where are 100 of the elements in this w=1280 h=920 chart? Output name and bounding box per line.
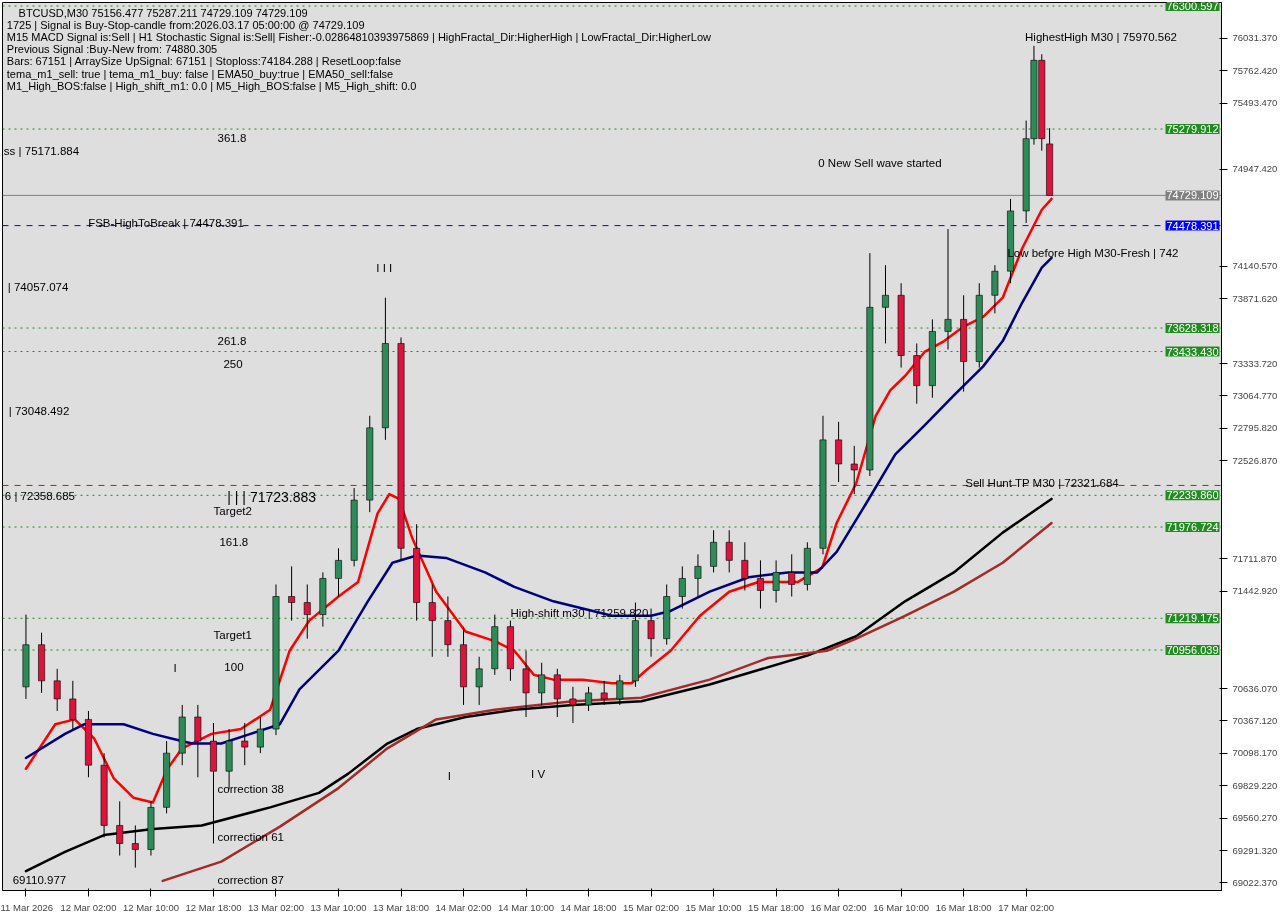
annotation: I [447,769,451,782]
candlestick [757,559,764,610]
candlestick [600,680,608,706]
annotation: | | | 71723.883 [227,488,317,505]
x-tick-label: 13 Mar 10:00 [310,901,367,913]
y-tick-label: 73871.620 [1232,292,1278,304]
annotation: Sell Hunt TP M30 | 72321.684 [965,476,1120,489]
annotation: Bars: 67151 | ArraySize UpSignal: 67151 | Stoploss:74184.288 | ResetLoop:false [6,55,402,68]
y-tick-label: 75762.420 [1232,64,1278,76]
y-tick-label: 69291.320 [1232,844,1278,856]
ref-line-label: 72239.860 [1166,489,1219,502]
x-tick-label: 16 Mar 02:00 [810,901,867,913]
annotation: I [173,661,177,674]
x-tick-label: 11 Mar 2026 [0,901,54,913]
annotation: 100 [224,660,244,673]
y-tick-label: 71711.870 [1232,552,1277,564]
candlestick [616,674,624,706]
candlestick [69,680,77,730]
candlestick [944,228,952,351]
candlestick [256,716,264,754]
x-tick-label: 16 Mar 18:00 [935,901,992,913]
annotation: 69110.977 [12,873,67,886]
candlestick [585,686,592,712]
x-tick-label: 12 Mar 02:00 [60,901,117,913]
candlestick [335,547,342,598]
candlestick [116,800,124,857]
candlestick [788,553,796,598]
annotation: | 73048.492 [8,404,70,417]
y-tick-label: 75493.470 [1232,97,1278,109]
annotation: I V [531,767,546,780]
candlestick [772,559,780,604]
y-tick-label: 73333.720 [1232,357,1278,369]
x-tick-label: 12 Mar 18:00 [185,901,242,913]
candlestick [725,529,733,573]
candlestick [538,662,546,706]
annotation: Previous Signal :Buy-New from: 74880.305 [6,43,218,56]
candlestick [647,608,655,658]
candlestick [694,553,702,598]
annotation: correction 87 [217,873,284,886]
ref-line-label: 74729.109 [1166,189,1219,202]
candlestick [741,541,749,591]
candlestick [288,565,296,622]
chart-title: BTCUSD,M30 75156.477 75287.211 74729.109 74729.109 [18,6,308,19]
annotation: 161.8 [219,535,249,548]
ref-line-label: 73628.318 [1166,322,1219,335]
y-tick-label: 72526.870 [1232,454,1278,466]
candlestick [569,686,577,724]
y-tick-label: 74140.570 [1232,260,1278,272]
annotation: HighestHigh M30 | 75970.562 [1025,30,1177,43]
line-series [161,521,1053,883]
y-tick-label: 72795.820 [1232,422,1278,434]
candlestick [131,824,139,869]
x-tick-label: 15 Mar 02:00 [623,901,680,913]
y-tick-label: 76031.370 [1232,32,1278,44]
annotation: correction 38 [217,782,284,795]
ref-line-label: 70956.039 [1166,644,1219,656]
candlestick [428,583,436,658]
annotation: FSB-HighToBreak | 74478.391 [88,216,244,229]
annotation: 250 [223,357,243,370]
y-tick-label: 73064.770 [1232,389,1278,401]
x-tick-label: 12 Mar 10:00 [122,901,179,913]
y-tick-label: 70098.170 [1232,747,1278,759]
annotation: 261.8 [217,334,247,347]
annotation: Target1 [213,628,252,641]
x-tick-label: 14 Mar 18:00 [560,901,617,913]
y-tick-label: 71442.920 [1232,585,1278,597]
ref-line-label: 74478.391 [1166,219,1219,232]
candlestick [303,583,311,640]
y-tick-label: 70636.070 [1232,682,1278,694]
x-tick-label: 14 Mar 10:00 [498,901,555,913]
annotation: 0 New Sell wave started [818,156,942,169]
annotation: 6 | 72358.685 [4,489,75,502]
candlestick [850,445,858,495]
annotation: Target2 [213,504,252,517]
y-tick-label: 69022.370 [1232,876,1278,888]
x-tick-label: 17 Mar 02:00 [998,901,1055,913]
candlestick [678,565,686,610]
annotation: M15 MACD Signal is:Sell | H1 Stochastic Signal is:Sell| Fisher:-0.02864810393975869 | HighFractal_Dir:HigherHigh | LowFractal_Dir:HigherLow [6,30,711,43]
ref-line-label: 71976.724 [1166,521,1219,534]
x-tick-label: 15 Mar 18:00 [748,901,805,913]
ref-line-label: 75279.912 [1166,123,1219,136]
x-tick-label: 13 Mar 02:00 [248,901,304,913]
annotation: | 74057.074 [7,280,69,293]
x-tick-label: 13 Mar 18:00 [373,901,430,913]
candlestick [882,264,889,344]
annotation: M1_High_BOS:false | High_shift_m1: 0.0 | M5_High_BOS:false | M5_High_shift: 0.0 [6,79,417,92]
ref-line-label: 76300.597 [1166,0,1219,13]
candlestick [475,656,483,706]
y-tick-label: 70367.120 [1232,714,1278,726]
annotation: 361.8 [217,131,247,144]
annotation: 1725 | Signal is Buy-Stop-candle from:2026.03.17 05:00:00 @ 74729.109 [6,18,365,31]
ref-line-label: 71219.175 [1166,612,1219,625]
annotation: I I I [376,261,393,274]
ref-line-label: 73433.430 [1166,345,1219,358]
y-tick-label: 69829.220 [1232,779,1278,791]
x-tick-label: 15 Mar 10:00 [685,901,742,913]
annotation: tema_m1_sell: true | tema_m1_buy: false | EMA50_buy:true | EMA50_sell:false [6,67,394,80]
candlestick [53,668,61,712]
annotation: ss | 75171.884 [3,144,80,157]
x-tick-label: 16 Mar 10:00 [873,901,930,913]
